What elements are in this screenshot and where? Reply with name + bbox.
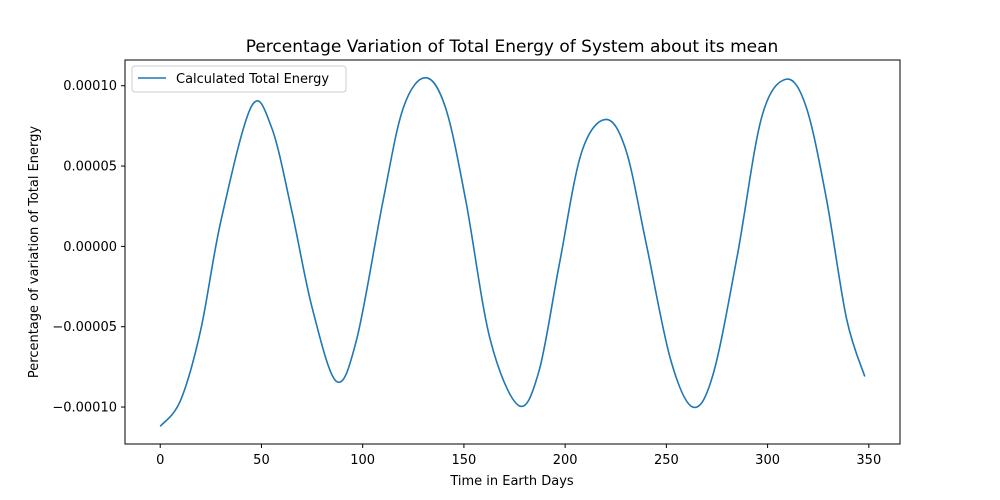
y-axis-label: Percentage of variation of Total Energy xyxy=(27,126,42,379)
x-tick-label: 100 xyxy=(350,453,375,468)
y-tick-label: 0.00005 xyxy=(63,160,117,175)
x-tick-label: 50 xyxy=(253,453,270,468)
series-line-calculated-total-energy xyxy=(159,76,866,427)
x-tick-label: 350 xyxy=(856,453,881,468)
plot-frame xyxy=(124,59,901,445)
y-tick-label: 0.00010 xyxy=(63,79,117,94)
x-tick-label: 250 xyxy=(654,453,679,468)
y-tick-label: 0.00000 xyxy=(63,240,117,255)
legend-label: Calculated Total Energy xyxy=(176,72,329,87)
x-axis: 0 50 100 150 200 250 300 350 xyxy=(156,444,881,468)
x-tick-label: 200 xyxy=(553,453,578,468)
x-tick-label: 150 xyxy=(451,453,476,468)
legend-box xyxy=(131,65,347,93)
y-tick-label: −0.00010 xyxy=(52,401,117,416)
x-tick-label: 300 xyxy=(755,453,780,468)
legend: Calculated Total Energy xyxy=(131,65,347,93)
y-tick-label: −0.00005 xyxy=(52,320,117,335)
x-tick-label: 0 xyxy=(156,453,164,468)
plot-area xyxy=(159,76,866,427)
y-axis: −0.00010 −0.00005 0.00000 0.00005 0.00010 xyxy=(52,79,125,416)
x-axis-label: Time in Earth Days xyxy=(449,474,574,489)
chart-title: Percentage Variation of Total Energy of … xyxy=(246,37,779,57)
